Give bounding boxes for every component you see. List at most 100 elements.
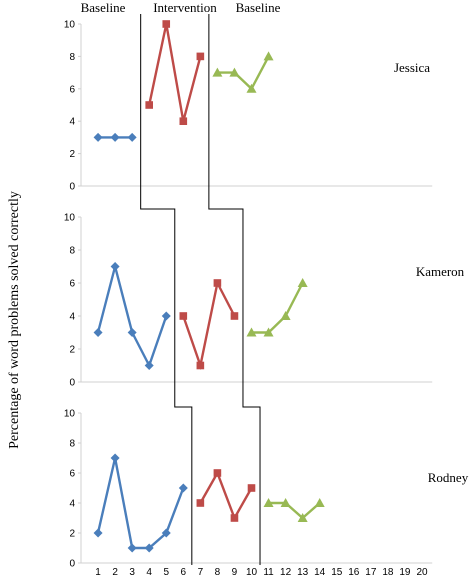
x-tick-label: 13 [297,567,309,577]
y-tick-label: 2 [69,345,75,356]
data-point [213,469,222,477]
panel-jessica: 0 2 4 6 8 10 [64,20,433,193]
series-line [96,457,185,550]
panel-rodney: 0 2 4 6 8 10 [64,409,433,570]
series-jessica-phase-2 [145,20,205,125]
data-point [93,528,103,538]
data-point [314,498,325,507]
x-tick-label: 20 [416,567,428,577]
panel-kameron: 0 2 4 6 8 10 [64,213,433,389]
data-point [110,132,120,142]
data-point [110,262,120,271]
data-point [280,311,291,320]
panels-layer: 0 2 4 6 8 10 0 2 4 6 8 10 0 2 4 6 8 10 [64,20,433,570]
phase-label-intervention: Intervention [153,0,217,15]
series-line [217,55,270,91]
x-tick-label: 15 [331,567,343,577]
data-point [263,51,274,61]
data-point [280,498,291,507]
y-tick-label: 8 [69,439,75,450]
data-point [179,312,188,320]
data-point [162,20,171,28]
y-tick-label: 0 [69,378,75,389]
data-point [246,83,257,93]
x-tick-label: 9 [232,567,238,577]
x-tick-label: 10 [246,567,258,577]
data-point [110,453,120,463]
series-rodney-phase-1 [93,453,188,553]
data-point [127,328,137,337]
data-point [127,543,137,553]
y-tick-label: 4 [69,117,75,128]
x-tick-label: 17 [365,567,377,577]
data-point [263,327,274,337]
y-tick-label: 6 [69,84,75,95]
data-point [230,514,239,522]
student-label-kameron: Kameron [416,264,465,279]
data-point [161,528,171,538]
x-tick-label: 3 [129,567,135,577]
x-tick-label: 8 [215,567,221,577]
data-point [93,328,103,337]
y-tick-label: 10 [64,213,76,224]
data-point [246,327,257,337]
x-tick-label: 1 [95,567,101,577]
phase-label-baseline-2: Baseline [236,0,281,15]
data-point [127,132,137,142]
series-line [182,279,236,371]
x-tick-label: 2 [112,567,118,577]
x-tick-label: 12 [280,567,292,577]
y-tick-label: 6 [69,469,75,480]
x-tick-label: 16 [348,567,360,577]
y-tick-label: 2 [69,529,75,540]
series-kameron-phase-1 [93,261,171,370]
phase-change-line-2 [208,14,261,565]
y-axis-label: Percentage of word problems solved corre… [7,191,22,449]
student-label-rodney: Rodney [428,470,469,485]
x-tick-label: 18 [382,567,394,577]
phase-label-baseline-1: Baseline [81,0,126,15]
x-tick-label: 5 [163,567,169,577]
data-point [212,67,223,77]
series-line [199,470,253,521]
data-point [144,361,154,370]
data-point [196,52,205,61]
y-tick-label: 0 [69,182,75,193]
x-tick-label: 14 [314,567,326,577]
y-tick-label: 4 [69,312,75,323]
data-point [161,311,171,321]
data-point [93,132,103,142]
data-point [145,101,153,109]
y-tick-label: 4 [69,499,75,510]
series-kameron-phase-2 [179,279,239,371]
data-point [229,67,240,77]
phase-change-line-1 [140,14,193,565]
x-tick-label: 6 [181,567,187,577]
phase-change-lines [140,14,261,565]
series-line [148,23,202,122]
data-point [196,499,205,507]
y-tick-label: 10 [64,409,76,420]
series-jessica-phase-1 [93,132,137,142]
student-label-jessica: Jessica [394,60,430,75]
x-tick-label: 11 [263,567,274,577]
y-tick-label: 8 [69,52,75,63]
series-line [251,282,304,334]
y-tick-label: 6 [69,279,75,290]
data-point [297,278,308,287]
series-line [96,261,168,369]
y-tick-label: 10 [64,20,76,31]
x-axis-ticks: 1 2 3 4 5 6 7 8 9 10 11 12 13 14 15 16 17 18 19 20 [95,567,428,577]
data-point [178,483,188,493]
data-point [297,513,308,522]
data-point [263,498,274,507]
data-point [144,543,154,553]
data-point [247,484,256,492]
data-point [179,117,188,125]
series-kameron-phase-3 [246,278,308,337]
series-rodney-phase-3 [263,498,325,522]
x-tick-label: 19 [399,567,411,577]
series-line [268,501,321,520]
series-jessica-phase-3 [212,51,274,93]
